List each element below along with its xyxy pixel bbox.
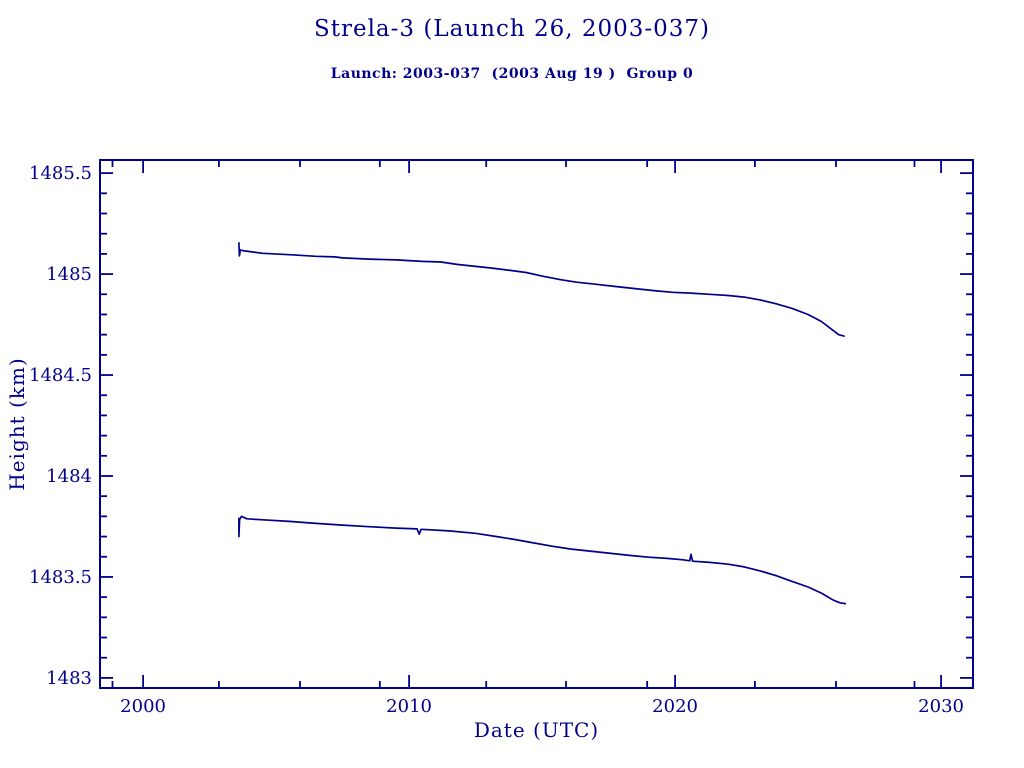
chart-title: Strela-3 (Launch 26, 2003-037) (313, 16, 711, 42)
y-tick-label: 1485 (46, 264, 92, 285)
y-axis-tick-labels: 1483 1483.5 1484 1484.5 1485 1485.5 (29, 163, 92, 689)
chart-subtitle: Launch: 2003-037 (2003 Aug 19 ) Group 0 (330, 66, 694, 82)
series-upper-trace (238, 241, 845, 337)
x-axis-label: Date (UTC) (473, 718, 600, 742)
series-lower-trace (238, 515, 847, 605)
x-tick-label: 2030 (918, 696, 964, 717)
x-tick-label: 2020 (652, 696, 698, 717)
y-tick-label: 1484.5 (29, 365, 92, 386)
x-axis-major-ticks (142, 161, 942, 687)
y-axis-minor-ticks (101, 192, 972, 659)
x-axis-tick-labels: 2000 2010 2020 2030 (120, 696, 964, 717)
y-tick-label: 1484 (46, 466, 92, 487)
x-tick-label: 2010 (386, 696, 432, 717)
y-axis-major-ticks (101, 172, 972, 679)
y-tick-label: 1483 (46, 668, 92, 689)
y-tick-label: 1485.5 (29, 163, 92, 184)
x-axis-minor-ticks (111, 161, 916, 687)
x-tick-label: 2000 (120, 696, 166, 717)
plot-frame (99, 159, 974, 689)
y-tick-label: 1483.5 (29, 567, 92, 588)
